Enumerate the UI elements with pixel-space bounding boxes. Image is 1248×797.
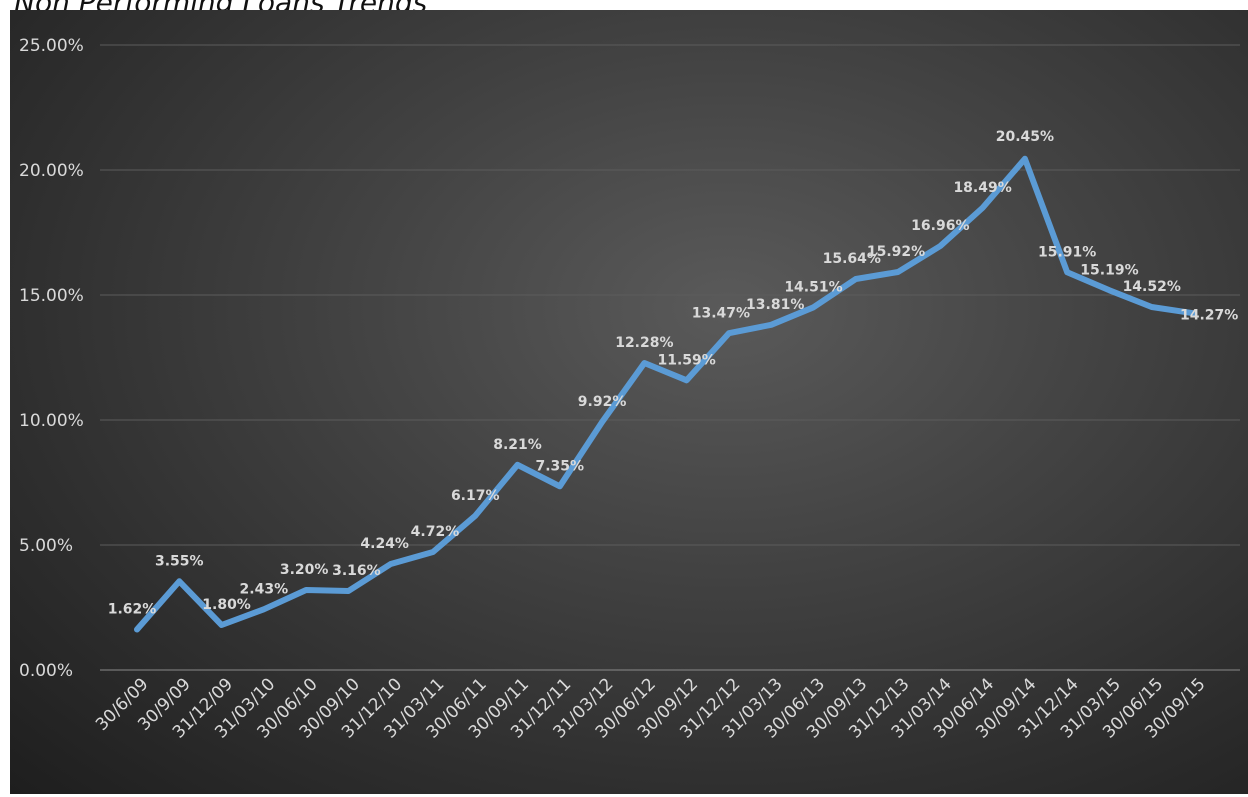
data-label: 1.80% — [202, 597, 251, 613]
data-label: 2.43% — [240, 581, 289, 597]
data-label: 14.51% — [784, 279, 842, 295]
data-label: 6.17% — [451, 488, 500, 504]
data-label: 14.52% — [1123, 279, 1181, 295]
y-tick-label: 25.00% — [19, 36, 84, 56]
data-label: 1.62% — [108, 602, 157, 618]
data-label: 13.47% — [692, 305, 750, 321]
data-label: 3.16% — [332, 563, 381, 579]
data-label: 18.49% — [953, 180, 1011, 196]
data-label: 15.92% — [867, 244, 925, 260]
y-tick-label: 5.00% — [19, 536, 73, 556]
data-label: 16.96% — [911, 218, 969, 234]
data-label: 11.59% — [657, 352, 715, 368]
data-label: 3.55% — [155, 553, 204, 569]
data-label: 14.27% — [1180, 307, 1238, 323]
series-line — [134, 155, 1197, 633]
data-label: 15.19% — [1080, 262, 1138, 278]
data-label: 15.91% — [1038, 244, 1096, 260]
data-label: 8.21% — [493, 437, 542, 453]
data-label: 13.81% — [746, 297, 804, 313]
y-tick-label: 0.00% — [19, 661, 73, 681]
data-label: 7.35% — [536, 458, 585, 474]
y-tick-label: 10.00% — [19, 411, 84, 431]
y-tick-label: 15.00% — [19, 286, 84, 306]
data-label: 4.72% — [411, 524, 460, 540]
data-label: 9.92% — [578, 394, 627, 410]
data-label: 3.20% — [280, 562, 329, 578]
y-tick-label: 20.00% — [19, 161, 84, 181]
data-label: 15.64% — [823, 251, 881, 267]
chart-area — [10, 10, 1248, 794]
data-label: 20.45% — [996, 129, 1054, 145]
data-label: 12.28% — [615, 335, 673, 351]
data-label: 4.24% — [360, 536, 409, 552]
